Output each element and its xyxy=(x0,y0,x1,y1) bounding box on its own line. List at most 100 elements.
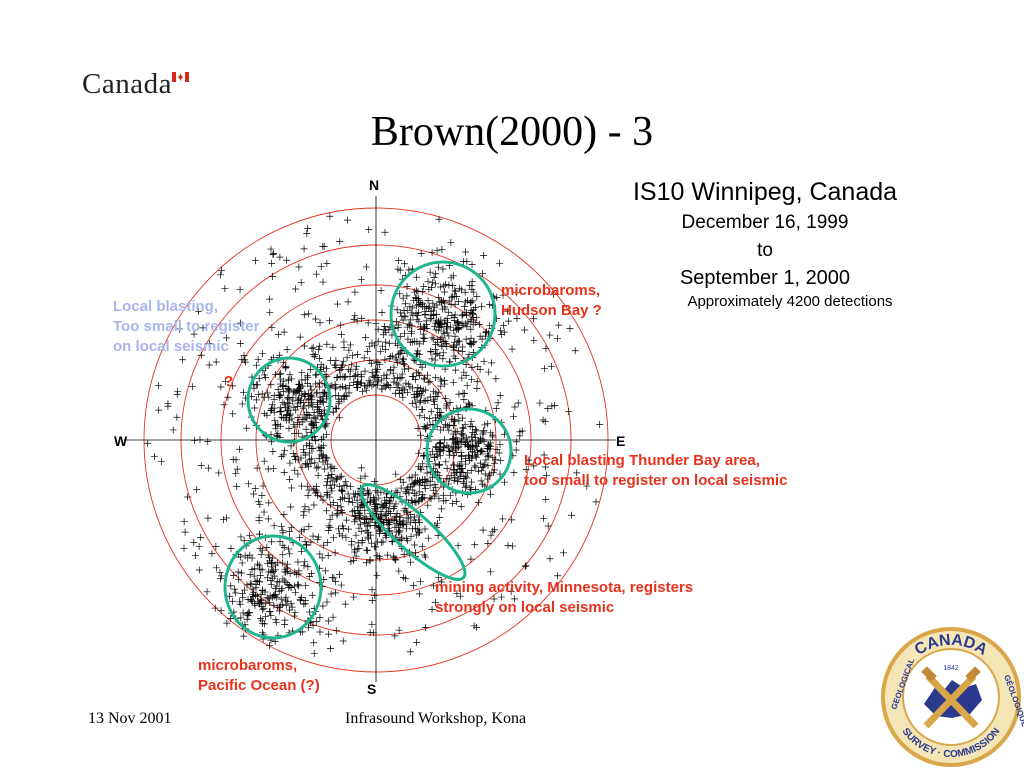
detection-mark xyxy=(204,437,212,445)
detection-mark xyxy=(426,268,434,276)
detection-mark xyxy=(270,396,278,404)
detection-mark xyxy=(305,395,313,403)
detection-mark xyxy=(436,439,444,447)
detection-mark xyxy=(392,354,400,362)
detection-mark xyxy=(316,447,324,455)
detection-mark xyxy=(311,459,319,467)
detection-mark xyxy=(285,550,293,558)
detection-mark xyxy=(408,322,416,330)
detection-mark xyxy=(331,385,339,393)
detection-mark xyxy=(436,375,444,383)
detection-mark xyxy=(402,534,410,542)
detection-mark xyxy=(473,377,481,385)
detection-mark xyxy=(491,460,499,468)
detection-mark xyxy=(381,512,389,520)
detection-mark xyxy=(288,484,296,492)
detection-mark xyxy=(449,451,457,459)
detection-mark xyxy=(421,553,429,561)
detection-mark xyxy=(297,278,305,286)
detection-mark xyxy=(254,560,262,568)
detection-mark xyxy=(438,505,446,513)
detection-mark xyxy=(503,307,511,315)
detection-mark xyxy=(395,626,403,634)
detection-mark xyxy=(280,510,288,518)
detection-mark xyxy=(377,512,385,520)
detection-mark xyxy=(407,330,415,338)
detection-mark xyxy=(394,265,402,273)
detection-mark xyxy=(279,559,287,567)
detection-mark xyxy=(411,525,419,533)
detection-mark xyxy=(433,444,441,452)
detection-mark xyxy=(269,447,277,455)
detection-mark xyxy=(393,509,401,517)
detection-mark xyxy=(361,472,369,480)
detection-mark xyxy=(402,379,410,387)
detection-mark xyxy=(472,453,480,461)
detection-mark xyxy=(489,527,497,535)
detection-mark xyxy=(419,494,427,502)
detection-mark xyxy=(243,581,251,589)
detection-mark xyxy=(405,514,413,522)
detection-mark xyxy=(430,454,438,462)
detection-mark xyxy=(315,454,323,462)
detection-mark xyxy=(530,315,538,323)
detection-mark xyxy=(430,388,438,396)
detection-mark xyxy=(405,266,413,274)
detection-mark xyxy=(248,596,256,604)
detection-mark xyxy=(240,537,248,545)
detection-mark xyxy=(270,465,278,473)
detection-mark xyxy=(453,427,461,435)
detection-mark xyxy=(423,421,431,429)
detection-mark xyxy=(386,500,394,508)
detection-mark xyxy=(319,278,327,286)
detection-mark xyxy=(444,308,452,316)
detection-mark xyxy=(424,378,432,386)
detection-mark xyxy=(385,497,393,505)
detection-mark xyxy=(340,373,348,381)
detection-mark xyxy=(433,301,441,309)
detection-mark xyxy=(418,460,426,468)
detection-mark xyxy=(473,293,481,301)
detection-mark xyxy=(469,321,477,329)
detection-mark xyxy=(320,541,328,549)
detection-mark xyxy=(414,288,422,296)
detection-mark xyxy=(289,450,297,458)
detection-mark xyxy=(490,595,498,603)
detection-mark xyxy=(272,591,280,599)
detection-mark xyxy=(328,381,336,389)
detection-mark xyxy=(218,266,226,274)
detection-mark xyxy=(351,311,359,319)
detection-mark xyxy=(408,304,416,312)
detection-mark xyxy=(437,446,445,454)
detections-count: Approximately 4200 detections xyxy=(687,293,893,310)
detection-mark xyxy=(438,333,446,341)
detection-mark xyxy=(216,569,224,577)
detection-mark xyxy=(475,499,483,507)
detection-mark xyxy=(371,543,379,551)
detection-mark xyxy=(458,374,466,382)
detection-mark xyxy=(428,248,436,256)
detection-mark xyxy=(267,381,275,389)
detection-mark xyxy=(445,297,453,305)
detection-mark xyxy=(150,453,158,461)
detection-mark xyxy=(467,325,475,333)
detection-mark xyxy=(409,372,417,380)
detection-mark xyxy=(499,515,507,523)
detection-mark xyxy=(365,488,373,496)
detection-mark xyxy=(460,258,468,266)
detection-mark xyxy=(311,415,319,423)
detection-mark xyxy=(305,506,313,514)
detection-mark xyxy=(362,263,370,271)
detection-mark xyxy=(284,560,292,568)
detection-mark xyxy=(484,462,492,469)
detection-mark xyxy=(496,259,504,267)
detection-mark xyxy=(458,452,466,460)
detection-mark xyxy=(243,610,251,618)
detection-mark xyxy=(456,468,464,476)
detection-mark xyxy=(331,578,339,586)
detection-mark xyxy=(446,399,454,407)
detection-mark xyxy=(395,257,403,265)
detection-mark xyxy=(361,507,369,515)
detection-mark xyxy=(279,382,287,390)
detection-mark xyxy=(448,292,456,300)
